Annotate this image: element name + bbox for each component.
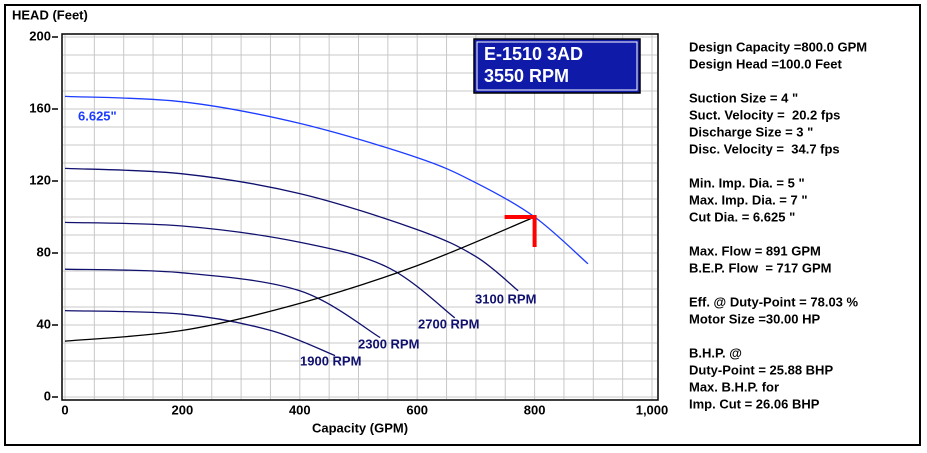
info-line: Max. B.H.P. for <box>689 379 779 394</box>
info-line: Suction Size = 4 " <box>689 90 798 105</box>
info-line: Motor Size =30.00 HP <box>689 311 820 326</box>
info-line: Duty-Point = 25.88 BHP <box>689 362 833 377</box>
info-line: Cut Dia. = 6.625 " <box>689 209 795 224</box>
curve-label: 3100 RPM <box>475 291 536 306</box>
curve-label: 6.625" <box>78 108 117 123</box>
y-tick-label: 80 <box>37 244 51 259</box>
y-tick-label: 120 <box>29 172 51 187</box>
x-tick-label: 600 <box>406 402 428 417</box>
info-line: Discharge Size = 3 " <box>689 124 813 139</box>
curve <box>64 216 535 342</box>
y-tick-label: 160 <box>29 100 51 115</box>
x-tick-label: 1,000 <box>636 402 669 417</box>
curve <box>64 221 456 319</box>
y-tick-label: 0 <box>44 388 51 403</box>
x-axis-title: Capacity (GPM) <box>312 420 408 435</box>
curve <box>64 167 519 292</box>
x-tick-label: 800 <box>524 402 546 417</box>
y-axis-title: HEAD (Feet) <box>12 7 88 22</box>
curve-label: 2300 RPM <box>358 336 419 351</box>
curve-label: 1900 RPM <box>300 353 361 368</box>
x-tick-label: 200 <box>172 402 194 417</box>
x-tick-label: 0 <box>61 402 68 417</box>
info-line: Max. Flow = 891 GPM <box>689 243 821 258</box>
info-line: Eff. @ Duty-Point = 78.03 % <box>689 294 859 309</box>
title-box-inner <box>476 41 638 91</box>
duty-point-marker <box>504 215 537 247</box>
curve-label: 2700 RPM <box>418 316 479 331</box>
y-tick-label: 200 <box>29 28 51 43</box>
title-line: E-1510 3AD <box>484 44 583 64</box>
info-line: B.E.P. Flow = 717 GPM <box>689 260 831 275</box>
title-box <box>473 38 641 94</box>
info-line: Min. Imp. Dia. = 5 " <box>689 175 805 190</box>
info-line: Max. Imp. Dia. = 7 " <box>689 192 808 207</box>
curve <box>64 268 381 339</box>
info-line: Design Capacity =800.0 GPM <box>689 39 867 54</box>
title-line: 3550 RPM <box>484 66 569 86</box>
x-tick-label: 400 <box>289 402 311 417</box>
info-line: Design Head =100.0 Feet <box>689 56 842 71</box>
info-line: Imp. Cut = 26.06 BHP <box>689 396 820 411</box>
info-line: B.H.P. @ <box>689 345 742 360</box>
info-line: Suct. Velocity = 20.2 fps <box>689 107 840 122</box>
info-line: Disc. Velocity = 34.7 fps <box>689 141 840 156</box>
curve <box>64 309 336 357</box>
y-tick-label: 40 <box>37 316 51 331</box>
